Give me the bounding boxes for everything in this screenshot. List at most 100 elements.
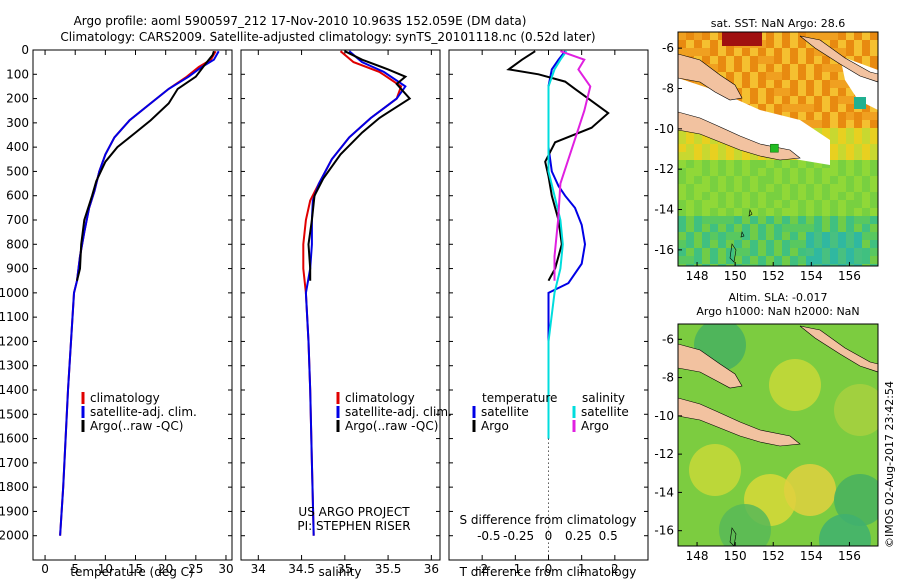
sst-cell [750,256,758,264]
sst-cell [734,80,742,88]
sst-cell [702,216,710,224]
sst-cell [870,216,878,224]
sst-cell [846,136,854,144]
sst-cell [814,112,822,120]
sst-cell [798,80,806,88]
sst-cell [702,32,710,40]
map-x-tick-label: 150 [724,549,747,563]
sst-cell [870,256,878,264]
sst-cell [798,88,806,96]
sst-cell [710,200,718,208]
sst-cell [782,248,790,256]
t-difference-xlabel: T difference from climatology [459,565,637,579]
sst-cell [702,224,710,232]
sst-cell [678,256,686,264]
difference-legend: temperature salinity satellite Argo sate… [472,391,629,433]
sst-cell [710,152,718,160]
sst-cell [806,224,814,232]
sst-cell [694,168,702,176]
sst-cell [870,56,878,64]
sst-cell [790,168,798,176]
sst-cell [702,184,710,192]
sst-cell [814,120,822,128]
sst-cell [774,256,782,264]
sst-cell [798,224,806,232]
sst-cell [822,96,830,104]
sst-cell [814,264,822,266]
sst-cell [822,256,830,264]
sst-cell [870,128,878,136]
sst-cell [750,48,758,56]
sst-cell [854,264,862,266]
sst-cell [782,192,790,200]
sst-cell [774,264,782,266]
sst-cell [750,264,758,266]
sst-cell [758,184,766,192]
sst-cell [830,224,838,232]
sst-cell [774,216,782,224]
sst-cell [814,184,822,192]
sst-cell [766,248,774,256]
sst-cell [726,200,734,208]
sst-cell [750,96,758,104]
sst-cell [822,88,830,96]
sst-cell [862,152,870,160]
sst-cell [862,136,870,144]
sst-cell [758,96,766,104]
sst-cell [822,176,830,184]
sst-cell [830,232,838,240]
sst-cell [750,64,758,72]
sst-cell [750,200,758,208]
sst-cell [710,256,718,264]
sst-cell [710,168,718,176]
sst-cell [686,48,694,56]
sst-cell [814,80,822,88]
sst-cell [678,168,686,176]
sst-cell [718,56,726,64]
sst-cell [782,112,790,120]
sst-cell [734,200,742,208]
sst-cell [806,112,814,120]
sst-cell [726,72,734,80]
legend-label-s-argo: Argo [581,419,609,433]
x-tick-label: 34.5 [288,562,315,576]
sst-cell [798,240,806,248]
sst-cell [830,144,838,152]
sst-cell [846,96,854,104]
sst-cell [766,96,774,104]
sst-cell [862,224,870,232]
map-x-tick-label: 154 [800,549,823,563]
sst-cell [686,176,694,184]
sst-cell [790,184,798,192]
sst-cell [790,208,798,216]
y-tick-label: 300 [6,116,29,130]
sst-cell [734,64,742,72]
sst-cell [838,32,846,40]
sst-cell [854,152,862,160]
land-png-tail [678,397,801,447]
sst-cell [846,240,854,248]
sst-cell [870,136,878,144]
sst-cell [830,88,838,96]
sst-cell [822,248,830,256]
sst-cell [774,208,782,216]
sst-cell [798,40,806,48]
sst-cell [790,80,798,88]
sst-cell [798,248,806,256]
sst-cell [846,120,854,128]
sst-cell [838,136,846,144]
sst-cell [694,184,702,192]
sst-cell [702,160,710,168]
sst-cell [694,160,702,168]
sst-cell [678,208,686,216]
sst-cell [798,64,806,72]
y-tick-label: 500 [6,164,29,178]
x-tick-label: 0 [545,562,553,576]
sst-cell [718,64,726,72]
sst-cell [862,192,870,200]
sst-cell [686,144,694,152]
sst-cell [830,248,838,256]
sst-cell [790,72,798,80]
sst-cell [710,208,718,216]
sst-cell [750,184,758,192]
